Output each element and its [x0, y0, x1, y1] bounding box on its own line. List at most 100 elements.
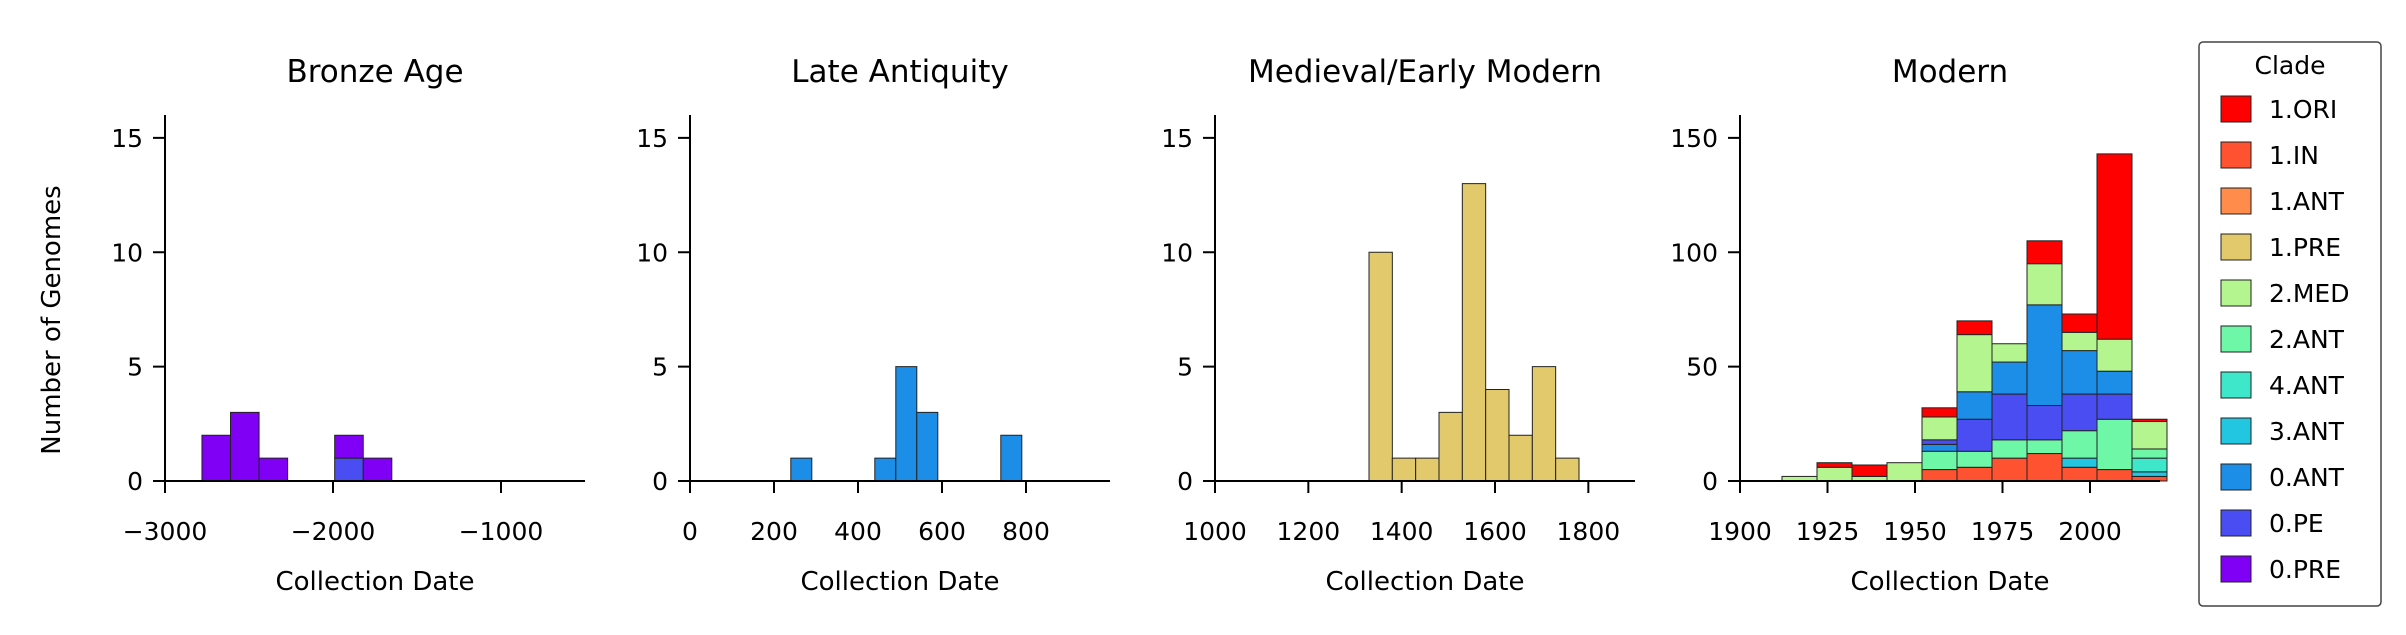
panel-title: Bronze Age [286, 54, 463, 90]
y-tick-label: 5 [652, 353, 668, 382]
bar-segment [1956, 450, 1993, 468]
legend-swatch [2220, 233, 2252, 261]
bar-segment [2061, 393, 2098, 432]
bar-segment [1851, 464, 1888, 477]
bar-segment [916, 411, 939, 482]
x-tick-label: 1400 [1370, 517, 1434, 546]
bar-segment [1438, 411, 1463, 482]
bars [1368, 183, 1580, 482]
bar-segment [1991, 343, 2028, 363]
bar-segment [258, 457, 289, 482]
y-tick-label: 0 [1177, 467, 1193, 496]
y-tick-label: 15 [111, 124, 143, 153]
legend-swatch [2220, 141, 2252, 169]
bar-segment [1816, 462, 1853, 468]
bar-segment [1921, 469, 1958, 482]
y-tick-label: 0 [127, 467, 143, 496]
legend-entry-label: 2.MED [2269, 279, 2349, 308]
legend-swatch [2220, 325, 2252, 353]
legend-swatch [2220, 95, 2252, 123]
x-tick-label: 1900 [1708, 517, 1772, 546]
x-tick-label: 800 [1002, 517, 1050, 546]
y-axis-label: Number of Genomes [37, 185, 67, 454]
bar-segment [1921, 439, 1958, 445]
bar-segment [1921, 450, 1958, 471]
bar-segment [2131, 418, 2168, 423]
bars [201, 411, 393, 482]
bar-segment [2061, 457, 2098, 468]
x-axis-label: Collection Date [1850, 567, 2049, 597]
x-axis-label: Collection Date [1325, 567, 1524, 597]
bar-segment [334, 434, 364, 459]
bar-segment [1531, 366, 1557, 482]
y-tick-label: 0 [1702, 467, 1718, 496]
x-tick-label: −1000 [459, 517, 544, 546]
bar-segment [201, 434, 232, 482]
legend-entry-label: 2.ANT [2269, 325, 2345, 354]
bar-segment [1921, 407, 1958, 418]
bar-segment [2131, 457, 2168, 473]
bar-segment [2096, 418, 2133, 471]
panel-1: Bronze Age 0 5 10 15 −3000 −2000 −1000 Collectio… [111, 54, 585, 597]
panel-2: Late Antiquity 0 5 10 15 0 200 400 600 800Collect… [636, 54, 1110, 597]
bar-segment [2096, 153, 2133, 340]
bar-segment [2131, 471, 2168, 477]
y-tick-label: 10 [636, 238, 668, 267]
legend: Clade 1.ORI 1.IN 1.ANT 1.PRE 2.MED 2.ANT 4.ANT 3… [2198, 41, 2382, 607]
bar-segment [2096, 338, 2133, 372]
bar-segment [2061, 466, 2098, 482]
bar-segment [790, 457, 813, 482]
bars [790, 366, 1023, 482]
legend-swatch [2220, 417, 2252, 445]
panel-3: Medieval/Early Modern 0 5 10 15 1000 1200 1400 1… [1161, 54, 1635, 597]
y-tick-label: 150 [1670, 124, 1718, 153]
bar-segment [1991, 439, 2028, 459]
x-tick-label: 600 [918, 517, 966, 546]
bar-segment [874, 457, 897, 482]
bar-segment [1956, 418, 1993, 452]
legend-entry-label: 0.PE [2269, 509, 2324, 538]
x-tick-label: 1600 [1463, 517, 1527, 546]
bar-segment [1991, 457, 2028, 482]
bar-segment [1956, 334, 1993, 393]
bar-segment [1921, 416, 1958, 441]
legend-entry-label: 1.ANT [2269, 187, 2345, 216]
legend-entry-label: 0.PRE [2269, 555, 2341, 584]
x-tick-label: 1200 [1277, 517, 1341, 546]
panels: Bronze Age 0 5 10 15 −3000 −2000 −1000 Collectio… [111, 54, 2168, 597]
y-tick-label: 0 [652, 467, 668, 496]
bar-segment [2061, 430, 2098, 459]
bar-segment [2026, 405, 2063, 441]
bar-segment [1461, 183, 1487, 482]
x-tick-label: −3000 [123, 517, 208, 546]
bar-segment [1991, 361, 2028, 395]
bar-segment [1000, 434, 1023, 482]
x-tick-label: 1000 [1183, 517, 1247, 546]
bar-segment [2026, 453, 2063, 482]
panel-4: Modern 0 50 100 150 1900 1925 1950 1975 2000 Colle… [1670, 54, 2168, 597]
panel-title: Modern [1892, 54, 2008, 90]
legend-title: Clade [2255, 51, 2326, 80]
legend-swatch [2220, 187, 2252, 215]
bar-segment [1956, 391, 1993, 420]
bar-segment [1991, 393, 2028, 441]
legend-entry-label: 1.PRE [2269, 233, 2341, 262]
y-tick-label: 15 [636, 124, 668, 153]
bar-segment [2131, 421, 2168, 450]
x-axis-label: Collection Date [275, 567, 474, 597]
bar-segment [2026, 304, 2063, 407]
bars [1781, 153, 2168, 482]
bar-segment [1485, 389, 1510, 482]
x-tick-label: 1925 [1796, 517, 1860, 546]
legend-entry-label: 1.ORI [2269, 95, 2337, 124]
x-axis-label: Collection Date [800, 567, 999, 597]
x-tick-label: 200 [750, 517, 798, 546]
x-tick-label: −2000 [291, 517, 376, 546]
bar-segment [2061, 331, 2098, 352]
bar-segment [1956, 466, 1993, 482]
legend-swatch [2220, 463, 2252, 491]
y-tick-label: 10 [1161, 238, 1193, 267]
bar-segment [2096, 469, 2133, 482]
y-tick-label: 5 [1177, 353, 1193, 382]
bar-segment [2061, 350, 2098, 395]
